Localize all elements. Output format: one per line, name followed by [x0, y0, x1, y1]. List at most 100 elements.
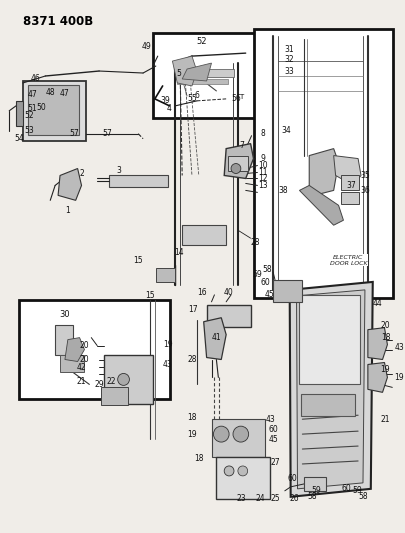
Bar [299, 295, 360, 384]
Text: 38: 38 [278, 186, 288, 195]
Text: 25: 25 [270, 494, 280, 503]
Text: 21: 21 [381, 415, 390, 424]
Text: 11: 11 [258, 168, 268, 177]
Bar [28, 85, 79, 135]
Text: 24: 24 [256, 494, 265, 503]
Text: 18: 18 [194, 455, 204, 464]
Text: 21: 21 [77, 377, 86, 386]
Text: 47: 47 [28, 91, 38, 99]
Bar [109, 175, 168, 188]
Bar [101, 387, 128, 405]
Text: 5: 5 [177, 69, 182, 77]
Circle shape [118, 374, 130, 385]
Bar [228, 156, 248, 171]
Text: 23: 23 [236, 494, 246, 503]
Text: 53: 53 [24, 126, 34, 135]
Text: 60: 60 [260, 278, 270, 287]
Bar [182, 225, 226, 245]
Circle shape [238, 466, 248, 476]
Text: 15: 15 [133, 255, 143, 264]
Polygon shape [309, 149, 339, 196]
Text: 28: 28 [187, 355, 197, 364]
Polygon shape [334, 156, 361, 185]
Text: 57: 57 [102, 129, 112, 138]
Bar [55, 325, 73, 354]
Text: 27: 27 [270, 458, 280, 467]
Text: T: T [239, 94, 243, 100]
Text: 56: 56 [231, 94, 241, 103]
Text: 43: 43 [265, 415, 275, 424]
Polygon shape [182, 63, 211, 81]
Polygon shape [290, 282, 373, 497]
Text: 45: 45 [268, 434, 278, 443]
Polygon shape [173, 56, 197, 86]
Text: 7: 7 [239, 141, 244, 150]
Polygon shape [299, 185, 343, 225]
Bar [104, 354, 153, 404]
Text: 58: 58 [358, 492, 368, 502]
Text: 40: 40 [223, 288, 233, 297]
Text: 42: 42 [77, 363, 86, 372]
Text: 59: 59 [352, 486, 362, 495]
Text: 22: 22 [106, 377, 115, 386]
Text: 12: 12 [258, 174, 268, 183]
Bar [341, 192, 359, 204]
Text: 55: 55 [187, 94, 197, 103]
Text: 32: 32 [285, 54, 294, 63]
Text: 41: 41 [211, 333, 221, 342]
Bar [153, 33, 265, 118]
Polygon shape [58, 168, 81, 200]
Text: 20: 20 [381, 321, 390, 330]
Text: 37: 37 [346, 181, 356, 190]
Text: 18: 18 [187, 413, 197, 422]
Text: 19: 19 [163, 340, 173, 349]
Text: 16: 16 [197, 288, 207, 297]
Text: 39: 39 [161, 96, 171, 106]
Text: 19: 19 [381, 365, 390, 374]
Text: 31: 31 [285, 45, 294, 54]
Polygon shape [16, 101, 23, 126]
Text: 60: 60 [268, 425, 278, 434]
Text: 57: 57 [70, 129, 79, 138]
Text: 50: 50 [36, 103, 46, 112]
Bar [60, 354, 85, 373]
Bar [156, 268, 175, 282]
Text: 28: 28 [251, 238, 260, 247]
Text: 20: 20 [80, 355, 89, 364]
Text: 6: 6 [194, 91, 199, 100]
Polygon shape [224, 144, 254, 179]
Text: 30: 30 [60, 310, 70, 319]
Text: 46: 46 [31, 75, 40, 84]
Text: 10: 10 [258, 161, 268, 170]
Text: 59: 59 [253, 270, 262, 279]
Polygon shape [204, 318, 226, 360]
Text: 43: 43 [394, 343, 404, 352]
Text: 43: 43 [163, 360, 173, 369]
Text: 47: 47 [60, 90, 70, 99]
Text: 33: 33 [285, 67, 294, 76]
Text: 19: 19 [394, 373, 404, 382]
Bar [211, 419, 265, 457]
Bar [341, 175, 359, 190]
Text: 48: 48 [45, 88, 55, 98]
Text: 26: 26 [290, 494, 299, 503]
Text: 54: 54 [14, 134, 24, 143]
Bar [23, 81, 86, 141]
Text: 20: 20 [80, 341, 89, 350]
Text: 4: 4 [167, 104, 172, 114]
Polygon shape [368, 362, 388, 392]
Text: ELECTRIC
DOOR LOCK: ELECTRIC DOOR LOCK [330, 255, 367, 266]
Polygon shape [296, 290, 365, 489]
Text: 8: 8 [261, 129, 266, 138]
Text: 52: 52 [196, 37, 207, 46]
Text: 58: 58 [307, 492, 317, 502]
Polygon shape [65, 337, 85, 361]
Text: 13: 13 [258, 181, 268, 190]
Text: 44: 44 [373, 300, 382, 308]
Bar [207, 305, 251, 327]
Text: 58: 58 [262, 265, 272, 274]
Text: 35: 35 [360, 171, 370, 180]
Text: 36: 36 [360, 186, 370, 195]
Bar [177, 69, 234, 77]
Circle shape [231, 164, 241, 173]
